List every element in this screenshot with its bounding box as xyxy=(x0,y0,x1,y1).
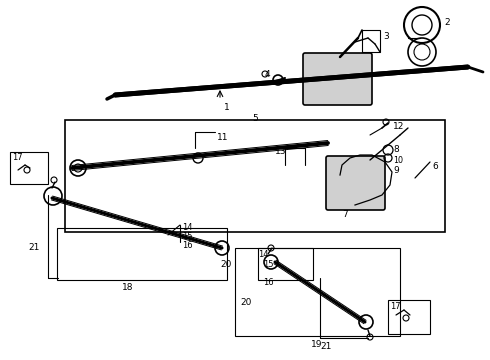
Text: 20: 20 xyxy=(220,260,231,269)
Text: 14: 14 xyxy=(258,250,269,259)
Text: 16: 16 xyxy=(182,241,193,250)
Text: 3: 3 xyxy=(383,32,389,41)
Text: 2: 2 xyxy=(444,18,450,27)
Bar xyxy=(258,248,313,280)
Text: 15: 15 xyxy=(263,260,273,269)
Text: 21: 21 xyxy=(28,243,39,252)
Text: 9: 9 xyxy=(393,166,399,175)
Text: 17: 17 xyxy=(12,153,23,162)
Text: 12: 12 xyxy=(393,122,404,131)
Text: 11: 11 xyxy=(217,133,228,142)
Text: 6: 6 xyxy=(432,162,438,171)
Text: 8: 8 xyxy=(393,145,399,154)
Text: 16: 16 xyxy=(263,278,273,287)
Text: 18: 18 xyxy=(122,283,134,292)
FancyBboxPatch shape xyxy=(303,53,372,105)
FancyBboxPatch shape xyxy=(326,156,385,210)
Bar xyxy=(235,248,400,336)
Text: 17: 17 xyxy=(390,302,401,311)
Text: 21: 21 xyxy=(320,342,331,351)
Text: 19: 19 xyxy=(311,340,323,349)
Text: 14: 14 xyxy=(182,223,193,232)
Text: 15: 15 xyxy=(182,232,193,241)
Text: 5: 5 xyxy=(252,114,258,123)
Text: 13: 13 xyxy=(275,147,287,156)
Bar xyxy=(57,228,227,280)
Text: 4: 4 xyxy=(265,70,270,79)
Bar xyxy=(388,300,430,334)
Bar xyxy=(362,30,380,52)
Bar xyxy=(65,120,445,232)
Text: 20: 20 xyxy=(240,298,251,307)
Text: 1: 1 xyxy=(224,103,230,112)
Bar xyxy=(10,152,48,184)
Text: 10: 10 xyxy=(393,156,403,165)
Text: 7: 7 xyxy=(342,210,348,219)
